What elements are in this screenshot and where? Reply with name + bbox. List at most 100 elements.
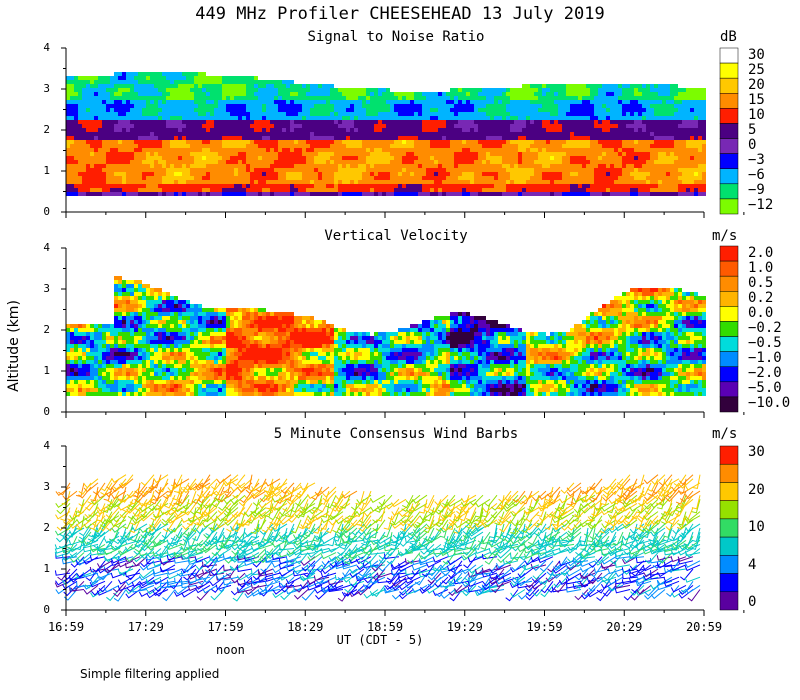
- snr-cell: [678, 176, 682, 180]
- snr-cell: [694, 128, 698, 132]
- snr-cell: [426, 108, 430, 112]
- velocity-cell: [130, 316, 134, 320]
- velocity-cell: [70, 328, 74, 332]
- snr-cell: [302, 92, 306, 96]
- snr-cell: [90, 80, 94, 84]
- snr-cell: [286, 128, 290, 132]
- velocity-cell: [126, 356, 130, 360]
- snr-cell: [506, 88, 510, 92]
- snr-cell: [150, 124, 154, 128]
- snr-cell: [74, 120, 78, 124]
- snr-cell: [526, 124, 530, 128]
- snr-cell: [190, 192, 194, 196]
- snr-cell: [442, 128, 446, 132]
- snr-cell: [326, 176, 330, 180]
- snr-cell: [406, 188, 410, 192]
- snr-cell: [686, 144, 690, 148]
- snr-cell: [530, 192, 534, 196]
- snr-cell: [118, 108, 122, 112]
- snr-cell: [350, 124, 354, 128]
- snr-cell: [342, 128, 346, 132]
- snr-cell: [226, 160, 230, 164]
- snr-cell: [694, 188, 698, 192]
- velocity-cell: [118, 388, 122, 392]
- snr-cell: [438, 156, 442, 160]
- snr-cell: [398, 172, 402, 176]
- snr-cell: [90, 124, 94, 128]
- snr-cell: [186, 148, 190, 152]
- snr-cell: [658, 88, 662, 92]
- snr-cell: [74, 144, 78, 148]
- snr-cell: [570, 140, 574, 144]
- snr-cell: [646, 96, 650, 100]
- snr-cell: [78, 184, 82, 188]
- snr-cell: [90, 112, 94, 116]
- snr-cell: [618, 152, 622, 156]
- snr-cell: [570, 184, 574, 188]
- snr-cell: [174, 108, 178, 112]
- snr-cell: [286, 108, 290, 112]
- velocity-cell: [118, 324, 122, 328]
- snr-cell: [330, 120, 334, 124]
- snr-cell: [258, 168, 262, 172]
- snr-cell: [422, 96, 426, 100]
- snr-cell: [238, 92, 242, 96]
- snr-cell: [258, 108, 262, 112]
- snr-cell: [490, 132, 494, 136]
- snr-cell: [170, 172, 174, 176]
- velocity-cell: [130, 356, 134, 360]
- snr-cell: [602, 180, 606, 184]
- snr-cell: [666, 160, 670, 164]
- velocity-cell: [146, 308, 150, 312]
- snr-cell: [506, 188, 510, 192]
- snr-cell: [274, 92, 278, 96]
- snr-cell: [642, 128, 646, 132]
- snr-cell: [450, 172, 454, 176]
- snr-cell: [702, 152, 706, 156]
- snr-cell: [566, 84, 570, 88]
- snr-cell: [334, 92, 338, 96]
- snr-cell: [430, 112, 434, 116]
- snr-cell: [594, 184, 598, 188]
- snr-cell: [158, 148, 162, 152]
- snr-cell: [362, 148, 366, 152]
- snr-cell: [514, 136, 518, 140]
- snr-cell: [578, 112, 582, 116]
- snr-cell: [626, 136, 630, 140]
- snr-cell: [442, 140, 446, 144]
- snr-cell: [374, 88, 378, 92]
- snr-cell: [666, 88, 670, 92]
- snr-cell: [438, 124, 442, 128]
- snr-cell: [454, 192, 458, 196]
- velocity-cell: [142, 296, 146, 300]
- snr-cell: [362, 136, 366, 140]
- snr-cell: [274, 136, 278, 140]
- snr-cell: [522, 172, 526, 176]
- snr-cell: [650, 104, 654, 108]
- snr-cell: [390, 132, 394, 136]
- snr-cell: [574, 188, 578, 192]
- snr-cell: [94, 116, 98, 120]
- snr-cell: [74, 96, 78, 100]
- snr-cell: [274, 156, 278, 160]
- snr-cell: [502, 160, 506, 164]
- snr-cell: [190, 120, 194, 124]
- snr-cell: [330, 88, 334, 92]
- velocity-cell: [146, 316, 150, 320]
- snr-cell: [358, 156, 362, 160]
- snr-cell: [110, 104, 114, 108]
- snr-cell: [550, 100, 554, 104]
- snr-cell: [310, 136, 314, 140]
- velocity-cell: [82, 376, 86, 380]
- snr-cell: [390, 160, 394, 164]
- snr-cell: [102, 164, 106, 168]
- snr-cell: [558, 124, 562, 128]
- snr-cell: [646, 160, 650, 164]
- snr-cell: [266, 128, 270, 132]
- snr-cell: [98, 92, 102, 96]
- velocity-cell: [142, 352, 146, 356]
- snr-cell: [150, 112, 154, 116]
- snr-cell: [694, 136, 698, 140]
- velocity-cell: [70, 392, 74, 396]
- snr-cell: [302, 172, 306, 176]
